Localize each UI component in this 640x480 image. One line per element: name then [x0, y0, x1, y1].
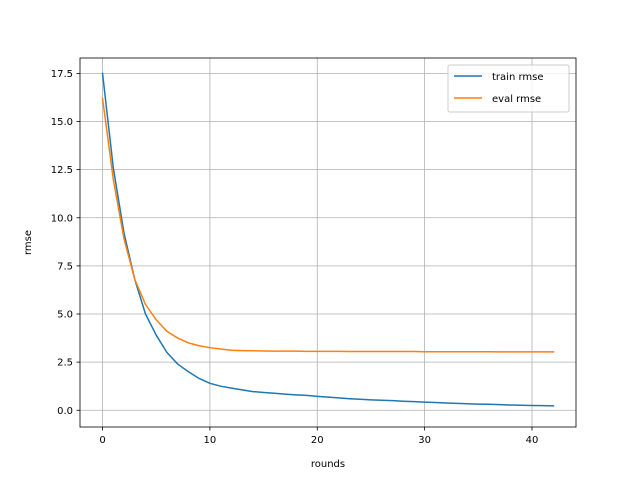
y-tick-label: 17.5 [51, 69, 73, 80]
plot-area-frame [79, 57, 577, 428]
grid-lines [80, 58, 576, 427]
y-tick-label: 15.0 [51, 117, 73, 128]
legend-label-train-rmse: train rmse [492, 72, 544, 83]
series-line-train-rmse [101, 72, 555, 407]
y-tick-label: 0.0 [57, 406, 73, 417]
series-lines [101, 72, 555, 407]
y-tick-label: 7.5 [57, 261, 73, 272]
y-tick-label: 12.5 [51, 165, 73, 176]
y-tick-label: 10.0 [51, 213, 73, 224]
x-tick-label: 40 [526, 435, 539, 446]
y-tick-label: 2.5 [57, 358, 73, 369]
x-tick-label: 10 [204, 435, 217, 446]
x-axis-ticks: 0 10 20 30 40 [99, 427, 538, 446]
series-line-eval-rmse [101, 97, 555, 353]
legend-label-eval-rmse: eval rmse [492, 94, 541, 105]
x-tick-label: 0 [99, 435, 105, 446]
legend: train rmse eval rmse [447, 64, 570, 113]
y-axis-label: rmse [23, 230, 34, 255]
y-axis-ticks: 0.0 2.5 5.0 7.5 10.0 12.5 15.0 17.5 [51, 69, 80, 417]
y-tick-label: 5.0 [57, 310, 73, 321]
x-tick-label: 30 [418, 435, 431, 446]
x-axis-label: rounds [311, 459, 345, 470]
x-tick-label: 20 [311, 435, 324, 446]
